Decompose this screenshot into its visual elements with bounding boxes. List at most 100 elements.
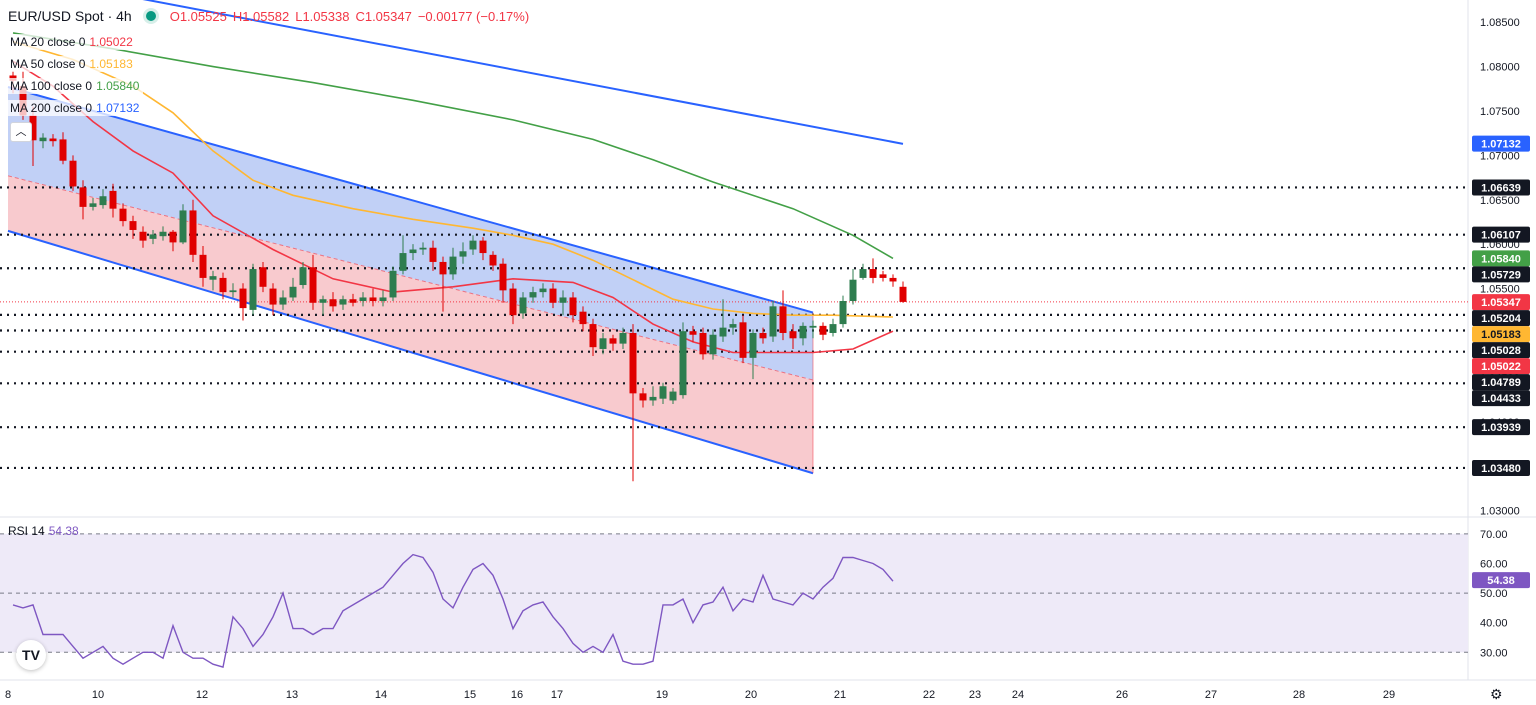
candle-body [139,231,147,241]
candle [709,329,717,360]
candle-body [89,203,97,207]
candle [729,318,737,335]
channel-upper-fill [8,87,813,381]
candle [69,155,77,191]
price-label-1.05729: 1.05729 [1481,269,1521,281]
candle [749,329,757,380]
candle [559,290,567,316]
price-label-bg [1472,459,1530,476]
candle-body [189,210,197,255]
candle [639,388,647,408]
symbol-title[interactable]: EUR/USD Spot · 4h [8,8,132,24]
rsi-tick-0: 70.00 [1480,529,1508,541]
ma20-line [12,60,894,354]
gear-icon[interactable]: ⚙ [1490,686,1503,702]
candle-body [199,254,207,278]
candle [839,295,847,328]
candle-body [469,240,477,250]
tradingview-logo-icon[interactable]: TV [16,640,46,670]
ma20-value: 1.05022 [89,35,133,49]
candle [669,388,677,405]
time-tick-15: 15 [464,689,476,701]
candle-body [449,256,457,275]
candle-body [169,231,177,243]
candle [869,258,877,284]
candle [39,133,47,149]
time-tick-23: 23 [969,689,981,701]
candle-body [829,324,837,333]
price-label-bg [1472,294,1530,311]
candle [179,204,187,245]
price-label-1.03480: 1.03480 [1481,463,1521,475]
candle [819,322,827,341]
ma200-value: 1.07132 [96,101,140,115]
candle [29,106,37,167]
candle [369,288,377,307]
time-tick-19: 19 [656,689,668,701]
candle [699,327,707,360]
candle-body [779,306,787,333]
candle [239,283,247,321]
ma100-value: 1.05840 [96,79,140,93]
price-tick-1: 1.08000 [1480,62,1520,74]
candle-body [359,297,367,302]
candle-body [489,254,497,266]
candle [119,203,127,227]
candle-body [209,276,217,280]
candle [269,283,277,316]
candle-body [459,251,467,257]
candle-body [249,269,257,310]
candle [79,180,87,220]
candle [899,281,907,303]
candle [789,324,797,349]
candle-body [119,208,127,222]
price-label-badge: 1.03939 [1472,419,1530,436]
price-label-bg [1472,310,1530,327]
candle [629,324,637,482]
candle [319,295,327,316]
candle-body [289,286,297,298]
ma200-legend[interactable]: MA 200 close 0 1.07132 [6,100,144,116]
price-label-1.04789: 1.04789 [1481,377,1521,389]
candle-body [479,240,487,254]
candle-body [539,288,547,293]
ma20-legend[interactable]: MA 20 close 0 1.05022 [6,34,137,50]
ma50-legend[interactable]: MA 50 close 0 1.05183 [6,56,137,72]
candle-body [689,331,697,335]
ma100-line [12,32,894,260]
rsi-badge-bg [1472,572,1530,589]
price-label-badge: 1.05028 [1472,342,1530,359]
price-label-badge: 1.05204 [1472,310,1530,327]
candle [679,322,687,399]
ma100-label: MA 100 close 0 [10,79,93,93]
price-label-1.06107: 1.06107 [1481,230,1521,242]
time-tick-8: 8 [5,689,11,701]
candle-body [409,249,417,254]
price-label-bg [1472,179,1530,196]
price-label-badge: 1.06107 [1472,226,1530,243]
price-label-1.04433: 1.04433 [1481,393,1521,405]
ma100-legend[interactable]: MA 100 close 0 1.05840 [6,78,144,94]
price-label-badge: 1.05729 [1472,266,1530,283]
time-tick-24: 24 [1012,689,1024,701]
candle [509,283,517,325]
candle-body [729,324,737,328]
candle-body [439,261,447,275]
candle-body [719,327,727,337]
candle-body [99,196,107,206]
rsi-line [12,553,894,668]
candle-body [279,297,287,305]
candle-body [299,267,307,286]
candle-body [529,292,537,298]
candle [889,274,897,287]
candle [609,334,617,351]
candle-body [49,138,57,142]
candle [199,245,207,287]
rsi-legend[interactable]: RSI 14 54.38 [8,524,79,538]
candle-body [149,234,157,239]
time-tick-20: 20 [745,689,757,701]
candle-body [849,279,857,302]
candle-body [269,288,277,305]
chevron-up-icon[interactable]: ︿ [10,122,32,142]
